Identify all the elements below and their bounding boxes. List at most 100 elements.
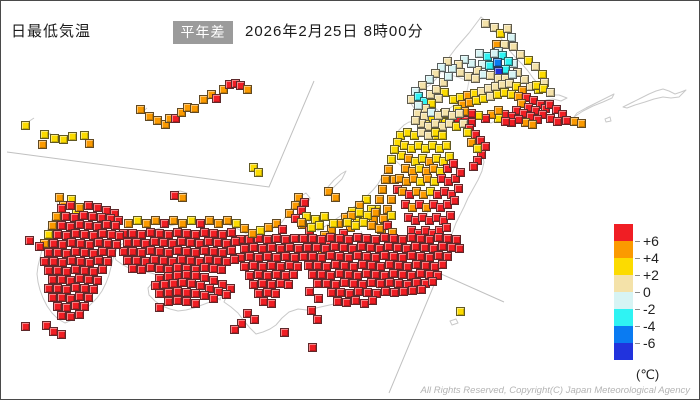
station-marker[interactable]: [177, 108, 186, 117]
station-marker[interactable]: [209, 247, 218, 256]
station-marker[interactable]: [398, 270, 407, 279]
station-marker[interactable]: [98, 247, 107, 256]
station-marker[interactable]: [49, 257, 58, 266]
station-marker[interactable]: [368, 296, 377, 305]
station-marker[interactable]: [62, 231, 71, 240]
station-marker[interactable]: [390, 288, 399, 297]
station-marker[interactable]: [190, 104, 199, 113]
station-marker[interactable]: [312, 243, 321, 252]
station-marker[interactable]: [94, 256, 103, 265]
station-marker[interactable]: [460, 55, 469, 64]
station-marker[interactable]: [254, 253, 263, 262]
station-marker[interactable]: [52, 212, 61, 221]
station-marker[interactable]: [89, 231, 98, 240]
station-marker[interactable]: [21, 121, 30, 130]
station-marker[interactable]: [213, 238, 222, 247]
station-marker[interactable]: [191, 230, 200, 239]
station-marker[interactable]: [137, 265, 146, 274]
station-marker[interactable]: [317, 270, 326, 279]
station-marker[interactable]: [443, 57, 452, 66]
station-marker[interactable]: [136, 105, 145, 114]
station-marker[interactable]: [456, 168, 465, 177]
station-marker[interactable]: [66, 222, 75, 231]
station-marker[interactable]: [326, 251, 335, 260]
station-marker[interactable]: [330, 242, 339, 251]
station-marker[interactable]: [263, 271, 272, 280]
station-marker[interactable]: [53, 248, 62, 257]
station-marker[interactable]: [168, 239, 177, 248]
station-marker[interactable]: [137, 248, 146, 257]
station-marker[interactable]: [398, 235, 407, 244]
station-marker[interactable]: [381, 287, 390, 296]
station-marker[interactable]: [303, 243, 312, 252]
station-marker[interactable]: [80, 284, 89, 293]
station-marker[interactable]: [59, 135, 68, 144]
station-marker[interactable]: [290, 234, 299, 243]
station-marker[interactable]: [249, 163, 258, 172]
station-marker[interactable]: [317, 235, 326, 244]
station-marker[interactable]: [353, 233, 362, 242]
station-marker[interactable]: [53, 230, 62, 239]
station-marker[interactable]: [182, 297, 191, 306]
station-marker[interactable]: [254, 168, 263, 177]
station-marker[interactable]: [473, 144, 482, 153]
station-marker[interactable]: [387, 155, 396, 164]
station-marker[interactable]: [217, 265, 226, 274]
station-marker[interactable]: [272, 270, 281, 279]
station-marker[interactable]: [314, 294, 323, 303]
station-marker[interactable]: [284, 280, 293, 289]
station-marker[interactable]: [50, 134, 59, 143]
station-marker[interactable]: [25, 236, 34, 245]
station-marker[interactable]: [71, 229, 80, 238]
station-marker[interactable]: [178, 193, 187, 202]
station-marker[interactable]: [57, 330, 66, 339]
station-marker[interactable]: [299, 252, 308, 261]
station-marker[interactable]: [528, 120, 537, 129]
station-marker[interactable]: [456, 307, 465, 316]
station-marker[interactable]: [394, 261, 403, 270]
station-marker[interactable]: [88, 212, 97, 221]
station-marker[interactable]: [243, 85, 252, 94]
station-marker[interactable]: [123, 256, 132, 265]
station-marker[interactable]: [383, 221, 392, 230]
station-marker[interactable]: [490, 23, 499, 32]
station-marker[interactable]: [178, 278, 187, 287]
station-marker[interactable]: [58, 240, 67, 249]
station-marker[interactable]: [35, 242, 44, 251]
station-marker[interactable]: [79, 211, 88, 220]
station-marker[interactable]: [443, 164, 452, 173]
station-marker[interactable]: [507, 33, 516, 42]
station-marker[interactable]: [416, 269, 425, 278]
station-marker[interactable]: [254, 270, 263, 279]
station-marker[interactable]: [128, 247, 137, 256]
station-marker[interactable]: [62, 303, 71, 312]
station-marker[interactable]: [218, 230, 227, 239]
station-marker[interactable]: [71, 301, 80, 310]
station-marker[interactable]: [187, 279, 196, 288]
station-marker[interactable]: [173, 228, 182, 237]
station-marker[interactable]: [336, 288, 345, 297]
station-marker[interactable]: [385, 278, 394, 287]
station-marker[interactable]: [442, 141, 451, 150]
station-marker[interactable]: [173, 287, 182, 296]
station-marker[interactable]: [137, 230, 146, 239]
station-marker[interactable]: [75, 310, 84, 319]
station-marker[interactable]: [326, 233, 335, 242]
station-marker[interactable]: [212, 94, 221, 103]
station-marker[interactable]: [384, 242, 393, 251]
station-marker[interactable]: [182, 247, 191, 256]
station-marker[interactable]: [416, 234, 425, 243]
station-marker[interactable]: [245, 252, 254, 261]
station-marker[interactable]: [38, 140, 47, 149]
station-marker[interactable]: [425, 235, 434, 244]
station-marker[interactable]: [58, 258, 67, 267]
station-marker[interactable]: [67, 238, 76, 247]
station-marker[interactable]: [302, 212, 311, 221]
station-marker[interactable]: [315, 221, 324, 230]
station-marker[interactable]: [186, 238, 195, 247]
station-marker[interactable]: [102, 220, 111, 229]
station-marker[interactable]: [454, 184, 463, 193]
station-marker[interactable]: [232, 219, 241, 228]
station-marker[interactable]: [61, 212, 70, 221]
station-marker[interactable]: [329, 219, 338, 228]
